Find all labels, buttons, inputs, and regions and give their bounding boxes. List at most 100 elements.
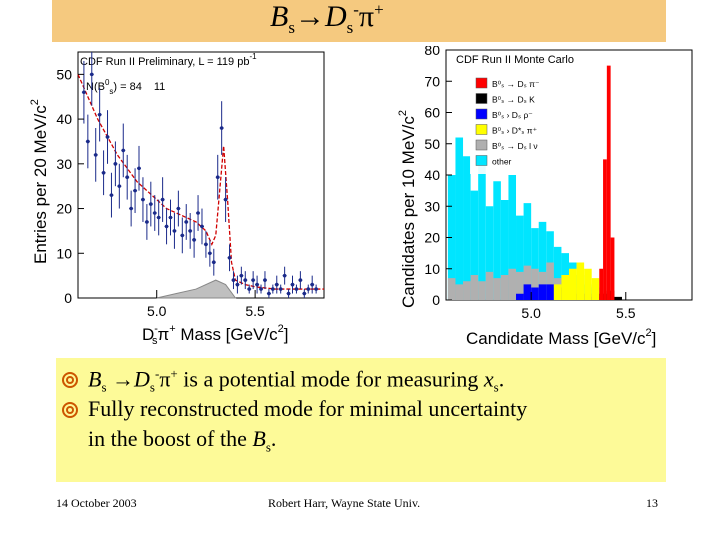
plot1-data-point [235,282,240,287]
plot1-data-point [129,206,133,211]
footer-date: 14 October 2003 [56,496,137,510]
plot2-bar-other [470,190,479,300]
plot2-bar-other [463,156,471,300]
plot2-legend-swatch [475,93,488,104]
plot1-data-point [282,273,287,278]
plot1-data-point [278,287,283,291]
plot1-title: CDF Run II Preliminary, L = 119 pb-1 [80,52,257,68]
plot1-y-tick-label: 50 [56,66,72,82]
plot2-bar-semileptonic [470,275,479,300]
plot1-data-point [243,278,248,282]
plot2-bar-other [485,206,494,300]
plot1-data-point [306,287,311,291]
plot1-data-point [247,287,252,291]
plot1-data-point [267,291,271,296]
plot1-data-point [149,202,153,206]
plot1-data-point [223,197,228,202]
plot1-data-point [310,282,314,287]
plot2-bar-other [538,221,547,300]
plot1-data-point [298,278,303,282]
plot2-bar-semileptonic [516,271,524,300]
slide-title: Bs→Ds-π+ [270,0,384,37]
plot2-y-tick-label: 40 [424,167,440,183]
plot1-data-point [117,184,122,188]
bullet-2-line-1: Fully reconstructed mode for minimal unc… [88,396,528,421]
plot1-yield-annotation: N(B0s) = 84 11 [86,78,165,96]
plot1-data-point [259,287,263,291]
plot1-data-point [204,242,208,247]
plot2-bar-dstar [576,262,585,300]
plot1-data-point [168,215,173,220]
plot1-data-point [156,215,161,220]
plot1-data-point [145,220,149,224]
plot2-bar-semileptonic [463,281,471,300]
plot2-y-label: Candidates per 10 MeV/c2 [397,110,418,308]
bullet-swirl-icon [62,402,78,418]
plot2-x-label: Candidate Mass [GeV/c2] [466,327,656,348]
title-band [52,0,666,42]
plot1-data-point [160,197,165,202]
plot2-y-tick-label: 0 [432,292,440,308]
plot1-data-point [152,211,157,215]
plot1-data-point [251,278,255,282]
plot2-bar-other [493,181,501,300]
plot1-data-point [180,233,185,238]
plot2-bar-rho [523,284,532,300]
plot1-data-point [231,278,236,282]
data-mass-plot-svg: CDF Run II Preliminary, L = 119 pb-1 N(B… [30,51,325,346]
bullet-2-line-2: in the boost of the Bs. [88,426,277,455]
plot1-data-point [239,273,244,278]
plot2-bar-semileptonic [447,278,456,300]
plot2-bar-semileptonic [500,275,509,300]
plot1-y-tick-label: 30 [56,156,72,172]
plot1-data-point [176,206,181,211]
plot1-x-tick-label: 5.5 [245,303,265,319]
plot1-y-tick-label: 20 [56,201,72,217]
plot1-data-point [172,229,177,233]
plot2-y-tick-label: 10 [424,261,440,277]
plot2-y-tick-label: 30 [424,198,440,214]
plot1-data-point [109,193,114,197]
plot1-data-point [314,287,318,291]
plot2-bar-rho [538,284,547,300]
plot1-data-point [164,224,169,229]
plot2-bar-semileptonic [493,278,501,300]
plot1-background-fill [156,279,237,299]
plot1-data-point [188,229,192,233]
plot1-data-point [290,282,295,287]
plot2-bar-semileptonic [478,281,486,300]
plot2-legend-label: B⁰ₛ › Dₛ ρ⁻ [492,110,533,120]
plot1-data-point [294,287,299,291]
plot2-legend-label: B⁰ₛ → Dₛ π⁻ [492,79,540,89]
plot2-bar-semileptonic [508,268,517,300]
plot2-y-tick-label: 20 [424,230,440,246]
plot2-bar-rho [531,287,539,300]
plot2-bar-dstar [584,268,592,300]
plot2-bar-signal [599,268,604,300]
plot2-y-tick-label: 50 [424,136,440,152]
plot1-data-point [93,153,98,157]
plot2-legend-swatch [475,155,488,166]
plot1-data-point [137,166,141,171]
plot2-y-ticks: 0 10 20 30 40 50 60 70 80 [424,46,452,308]
plot2-y-tick-label: 70 [424,73,440,89]
plot1-data-point [86,139,90,144]
plot2-bar-dstar [553,284,562,300]
plot2-bar-semileptonic [546,262,554,300]
plot1-data-point [263,278,267,282]
plot1-data-point [121,148,126,153]
plot1-data-points [81,52,319,298]
plot1-x-ticks: 5.0 5.5 [147,290,265,319]
plot1-data-point [133,188,137,193]
plot2-bar-rho [546,284,554,300]
plot2-legend-swatch [475,124,488,135]
plot2-bar-semileptonic [485,271,494,300]
plot1-data-point [141,197,145,202]
plot1-x-tick-label: 5.0 [147,303,167,319]
plot2-bar-other [478,165,486,300]
plot2-bar-semileptonic [531,268,539,300]
plot2-bar-semileptonic [455,284,464,300]
plot1-data-point [200,224,204,229]
plot1-data-point [271,287,275,291]
plot2-legend-label: B⁰ₛ › D*ₛ π⁺ [492,126,538,136]
